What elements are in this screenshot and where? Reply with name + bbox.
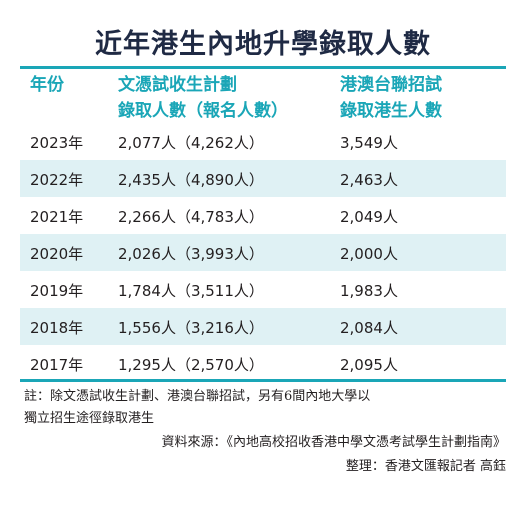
page-title: 近年港生內地升學錄取人數 <box>95 29 431 60</box>
table-row: 2022年 2,435人（4,890人） 2,463人 <box>20 160 506 197</box>
cell-admission: 1,556人（3,216人） <box>118 319 264 337</box>
cell-admission: 1,784人（3,511人） <box>118 282 264 300</box>
cell-year: 2017年 <box>30 356 84 374</box>
header-admission-line2: 錄取人數（報名人數） <box>118 101 288 121</box>
source-credit: 資料來源：《內地高校招收香港中學文憑考試學生計劃指南》 <box>161 435 506 450</box>
footnote-line1: 註：除文憑試收生計劃、港澳台聯招試，另有6間內地大學以 <box>24 389 371 404</box>
cell-joint: 3,549人 <box>340 134 398 152</box>
footnote-line2: 獨立招生途徑錄取港生 <box>24 411 155 426</box>
header-joint-line1: 港澳台聯招試 <box>340 75 442 95</box>
cell-joint: 2,049人 <box>340 208 398 226</box>
cell-year: 2022年 <box>30 171 84 189</box>
table-row: 2018年 1,556人（3,216人） 2,084人 <box>20 308 506 345</box>
cell-joint: 2,463人 <box>340 171 398 189</box>
cell-admission: 2,435人（4,890人） <box>118 171 264 189</box>
cell-year: 2023年 <box>30 134 84 152</box>
table-row: 2021年 2,266人（4,783人） 2,049人 <box>20 197 506 234</box>
cell-admission: 1,295人（2,570人） <box>118 356 264 374</box>
cell-admission: 2,266人（4,783人） <box>118 208 264 226</box>
header-top-rule <box>20 66 506 69</box>
cell-joint: 2,084人 <box>340 319 398 337</box>
table-row: 2019年 1,784人（3,511人） 1,983人 <box>20 271 506 308</box>
table-row: 2020年 2,026人（3,993人） 2,000人 <box>20 234 506 271</box>
cell-joint: 2,095人 <box>340 356 398 374</box>
header-joint: 港澳台聯招試 錄取港生人數 <box>340 72 510 128</box>
cell-joint: 1,983人 <box>340 282 398 300</box>
cell-admission: 2,026人（3,993人） <box>118 245 264 263</box>
header-admission-line1: 文憑試收生計劃 <box>118 75 237 95</box>
header-year-label: 年份 <box>30 75 64 95</box>
table-row: 2017年 1,295人（2,570人） 2,095人 <box>20 345 506 382</box>
editor-credit: 整理：香港文匯報記者 高鈺 <box>345 459 506 474</box>
cell-year: 2020年 <box>30 245 84 263</box>
cell-year: 2021年 <box>30 208 84 226</box>
header-joint-line2: 錄取港生人數 <box>340 101 442 121</box>
header-admission: 文憑試收生計劃 錄取人數（報名人數） <box>118 72 348 128</box>
table-bottom-rule <box>20 379 506 382</box>
cell-admission: 2,077人（4,262人） <box>118 134 264 152</box>
data-table: 2023年 2,077人（4,262人） 3,549人 2022年 2,435人… <box>20 123 506 382</box>
cell-joint: 2,000人 <box>340 245 398 263</box>
cell-year: 2019年 <box>30 282 84 300</box>
table-row: 2023年 2,077人（4,262人） 3,549人 <box>20 123 506 160</box>
cell-year: 2018年 <box>30 319 84 337</box>
header-year: 年份 <box>30 72 64 128</box>
